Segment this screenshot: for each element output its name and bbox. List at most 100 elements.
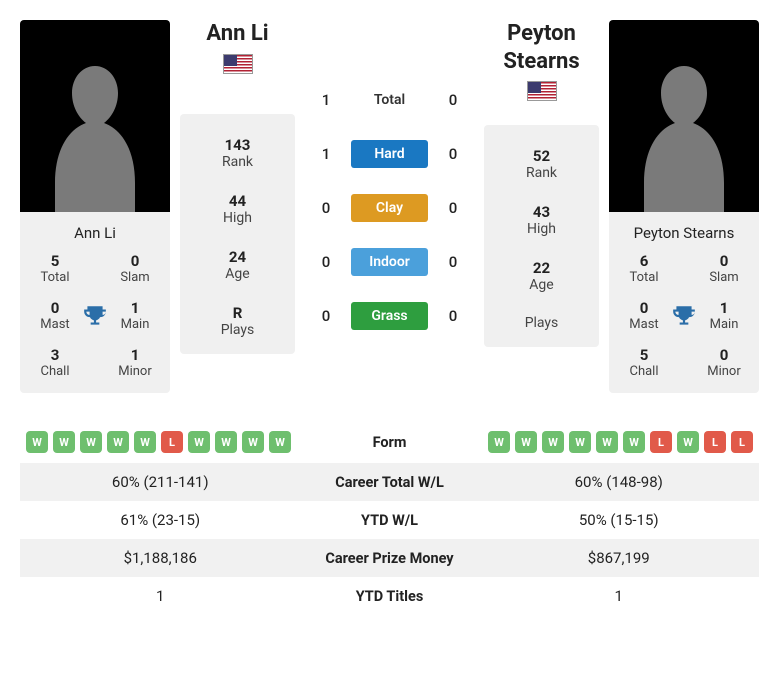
table-right: 1 <box>485 587 754 605</box>
titles-main-val: 1 <box>697 299 751 317</box>
titles-slam-val: 0 <box>108 252 162 270</box>
titles-mast-lbl: Mast <box>617 317 671 332</box>
h2h-right: 0 <box>438 253 468 271</box>
player-card-left: Ann Li 5Total 0Slam 0Mast 1Main 3Chall 1… <box>20 20 170 393</box>
titles-minor-lbl: Minor <box>697 364 751 379</box>
titles-total-val: 6 <box>617 252 671 270</box>
form-chip: L <box>161 431 183 453</box>
table-left: 61% (23-15) <box>26 511 295 529</box>
flag-icon-right <box>527 81 557 101</box>
table-label: YTD Titles <box>295 588 485 605</box>
h2h-left: 1 <box>311 91 341 109</box>
h2h-surface-label: Hard <box>351 140 428 168</box>
h2h-row: 0 Indoor 0 <box>311 248 468 276</box>
table-row: 61% (23-15)YTD W/L50% (15-15) <box>20 501 759 539</box>
table-left: 60% (211-141) <box>26 473 295 491</box>
titles-grid-left: 5Total 0Slam 0Mast 1Main 3Chall 1Minor <box>20 252 170 393</box>
silhouette-icon <box>45 52 145 212</box>
form-chip: W <box>596 431 618 453</box>
age-val: 22 <box>484 259 599 277</box>
player-name-left: Ann Li <box>180 20 295 48</box>
rank-lbl: Rank <box>484 165 599 181</box>
titles-total-lbl: Total <box>28 270 82 285</box>
form-chip: W <box>242 431 264 453</box>
h2h-row: 1 Hard 0 <box>311 140 468 168</box>
age-lbl: Age <box>484 277 599 293</box>
h2h-surface-label: Total <box>351 86 428 114</box>
titles-minor-val: 1 <box>108 346 162 364</box>
table-label: Form <box>295 434 485 451</box>
form-chip: W <box>677 431 699 453</box>
form-chip: W <box>215 431 237 453</box>
player-card-name-right: Peyton Stearns <box>609 212 759 252</box>
titles-slam-lbl: Slam <box>108 270 162 285</box>
form-chip: W <box>53 431 75 453</box>
h2h-row: 0Grass0 <box>311 302 468 330</box>
info-col-right: Peyton Stearns 52Rank 43High 22Age Plays <box>484 20 599 347</box>
form-chip: W <box>134 431 156 453</box>
table-right: 60% (148-98) <box>485 473 754 491</box>
trophy-icon <box>82 299 108 332</box>
h2h-surface-label: Clay <box>351 194 428 222</box>
age-lbl: Age <box>180 266 295 282</box>
player-photo-left <box>20 20 170 212</box>
form-chip: W <box>26 431 48 453</box>
h2h-surface-label: Indoor <box>351 248 428 276</box>
titles-main-lbl: Main <box>108 317 162 332</box>
form-chips: WWWWWWLWLL <box>485 431 754 453</box>
titles-mast-lbl: Mast <box>28 317 82 332</box>
h2h-row: 0 Clay 0 <box>311 194 468 222</box>
table-right: $867,199 <box>485 549 754 567</box>
titles-slam-val: 0 <box>697 252 751 270</box>
titles-chall-val: 3 <box>28 346 82 364</box>
titles-chall-val: 5 <box>617 346 671 364</box>
form-chips: WWWWWLWWWW <box>26 431 295 453</box>
titles-chall-lbl: Chall <box>617 364 671 379</box>
form-chip: W <box>269 431 291 453</box>
titles-main-val: 1 <box>108 299 162 317</box>
player-card-name-left: Ann Li <box>20 212 170 252</box>
titles-minor-val: 0 <box>697 346 751 364</box>
table-label: Career Total W/L <box>295 474 485 491</box>
table-row: $1,188,186Career Prize Money$867,199 <box>20 539 759 577</box>
info-card-left: 143Rank 44High 24Age RPlays <box>180 114 295 354</box>
player-photo-right <box>609 20 759 212</box>
age-val: 24 <box>180 248 295 266</box>
rank-lbl: Rank <box>180 154 295 170</box>
h2h-column: 1Total01Hard00Clay00Indoor00Grass0 <box>305 20 474 330</box>
high-lbl: High <box>484 221 599 237</box>
form-chip: W <box>80 431 102 453</box>
table-row: 60% (211-141)Career Total W/L60% (148-98… <box>20 463 759 501</box>
high-val: 43 <box>484 203 599 221</box>
plays-lbl: Plays <box>180 322 295 338</box>
h2h-left: 0 <box>311 307 341 325</box>
h2h-row: 1 Total 0 <box>311 86 468 114</box>
form-chip: W <box>188 431 210 453</box>
table-row-form: WWWWWLWWWWFormWWWWWWLWLL <box>20 421 759 463</box>
high-val: 44 <box>180 192 295 210</box>
titles-slam-lbl: Slam <box>697 270 751 285</box>
h2h-left: 0 <box>311 199 341 217</box>
form-chip: W <box>542 431 564 453</box>
h2h-left: 1 <box>311 145 341 163</box>
h2h-right: 0 <box>438 145 468 163</box>
table-left: 1 <box>26 587 295 605</box>
stats-table: WWWWWLWWWWFormWWWWWWLWLL60% (211-141)Car… <box>20 421 759 615</box>
h2h-right: 0 <box>438 91 468 109</box>
titles-total-lbl: Total <box>617 270 671 285</box>
table-row: 1YTD Titles1 <box>20 577 759 615</box>
h2h-right: 0 <box>438 199 468 217</box>
table-right: 50% (15-15) <box>485 511 754 529</box>
silhouette-icon <box>634 52 734 212</box>
titles-mast-val: 0 <box>28 299 82 317</box>
plays-lbl: Plays <box>484 315 599 331</box>
form-chip: W <box>515 431 537 453</box>
h2h-left: 0 <box>311 253 341 271</box>
table-label: Career Prize Money <box>295 550 485 567</box>
flag-icon-left <box>223 54 253 74</box>
info-card-right: 52Rank 43High 22Age Plays <box>484 125 599 347</box>
top-row: Ann Li 5Total 0Slam 0Mast 1Main 3Chall 1… <box>20 20 759 393</box>
player-card-right: Peyton Stearns 6Total 0Slam 0Mast 1Main … <box>609 20 759 393</box>
titles-chall-lbl: Chall <box>28 364 82 379</box>
form-chip: W <box>569 431 591 453</box>
